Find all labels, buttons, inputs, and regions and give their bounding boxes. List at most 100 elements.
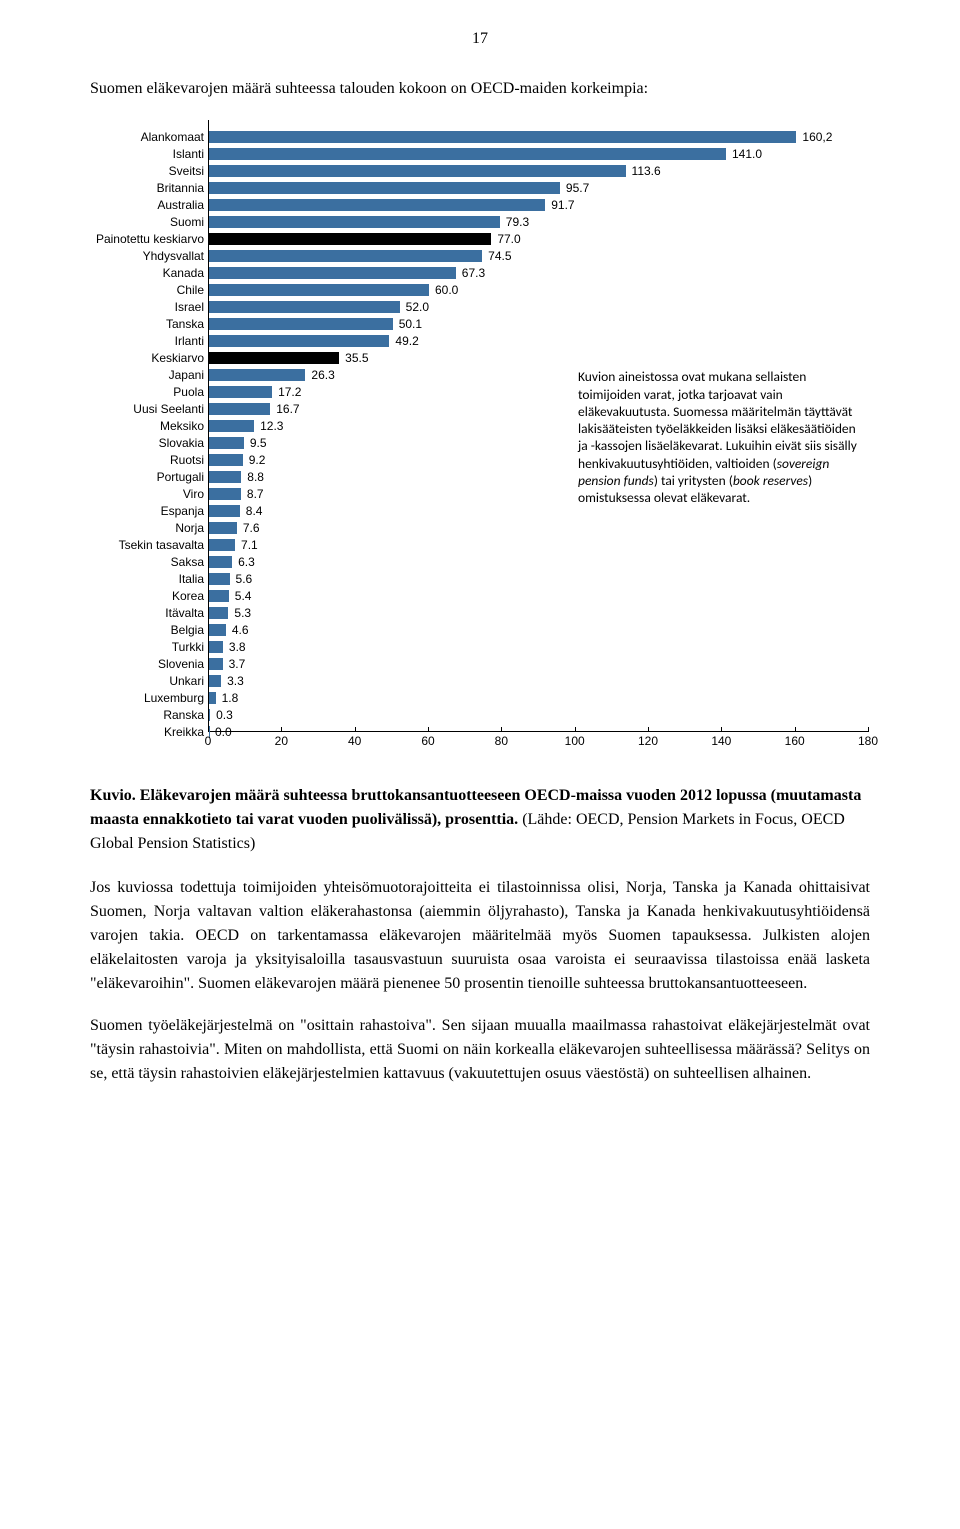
y-axis-label: Chile [177,283,204,297]
chart-bar [209,148,726,160]
bar-value-label: 6.3 [238,555,255,569]
overlay-text-2: ) tai yritysten ( [654,472,733,489]
chart-bar [209,709,210,721]
chart-bar [209,199,545,211]
chart-bar [209,165,626,177]
bar-value-label: 5.6 [236,572,253,586]
y-axis-label: Ranska [163,708,204,722]
chart-bar [209,539,235,551]
chart-container: AlankomaatIslantiSveitsiBritanniaAustral… [90,120,870,760]
figure-caption: Kuvio. Eläkevarojen määrä suhteessa brut… [90,784,870,856]
chart-bar [209,607,228,619]
bar-value-label: 3.8 [229,640,246,654]
overlay-italic-2: book reserves [733,472,808,489]
chart-bar [209,369,305,381]
x-tick-label: 140 [711,734,731,748]
y-axis-label: Yhdysvallat [143,249,204,263]
x-tick-label: 180 [858,734,878,748]
bar-value-label: 7.6 [243,521,260,535]
chart-bar [209,301,400,313]
x-tick-label: 160 [785,734,805,748]
chart-bar [209,454,243,466]
y-axis-label: Kreikka [164,725,204,739]
bar-value-label: 160,2 [802,130,832,144]
x-tick-mark [428,727,429,732]
y-axis-label: Itävalta [165,606,204,620]
y-axis-label: Kanada [163,266,204,280]
y-axis-label: Italia [179,572,204,586]
y-axis-label: Slovakia [159,436,204,450]
chart-bar [209,420,254,432]
x-tick-label: 20 [275,734,288,748]
body-paragraph-1: Jos kuviossa todettuja toimijoiden yhtei… [90,876,870,996]
x-tick-mark [575,727,576,732]
chart-bar [209,352,339,364]
x-axis-ticks: 020406080100120140160180 [208,732,868,756]
chart-footnote-box: Kuvion aineistossa ovat mukana sellaiste… [578,368,868,506]
bar-value-label: 67.3 [462,266,485,280]
x-tick-mark [795,727,796,732]
chart-bar [209,386,272,398]
y-axis-label: Alankomaat [141,130,204,144]
bar-value-label: 12.3 [260,419,283,433]
y-axis-label: Slovenia [158,657,204,671]
bar-value-label: 113.6 [632,164,661,178]
y-axis-label: Viro [183,487,204,501]
y-axis-label: Islanti [173,147,204,161]
y-axis-label: Saksa [171,555,204,569]
bar-value-label: 52.0 [406,300,429,314]
y-axis-label: Espanja [161,504,204,518]
chart-bar [209,505,240,517]
x-tick-mark [501,727,502,732]
bar-value-label: 79.3 [506,215,529,229]
y-axis-label: Israel [175,300,204,314]
bar-value-label: 95.7 [566,181,589,195]
chart-bar [209,233,491,245]
body-paragraph-2: Suomen työeläkejärjestelmä on "osittain … [90,1014,870,1086]
y-axis-label: Keskiarvo [151,351,204,365]
chart-bar [209,658,223,670]
chart-bar [209,522,237,534]
bar-value-label: 1.8 [222,691,239,705]
bar-value-label: 8.7 [247,487,264,501]
bar-value-label: 26.3 [311,368,334,382]
bar-value-label: 141.0 [732,147,762,161]
chart-bar [209,216,500,228]
y-axis-label: Belgia [171,623,204,637]
bar-value-label: 60.0 [435,283,458,297]
page-number: 17 [90,30,870,48]
chart-bar [209,641,223,653]
chart-bar [209,556,232,568]
y-axis-label: Sveitsi [169,164,204,178]
y-axis-label: Norja [175,521,204,535]
x-tick-mark [648,727,649,732]
bar-value-label: 74.5 [488,249,511,263]
y-axis-label: Turkki [172,640,204,654]
chart-bar [209,488,241,500]
bar-value-label: 91.7 [551,198,574,212]
y-axis-label: Tanska [166,317,204,331]
y-axis-label: Portugali [157,470,204,484]
bar-value-label: 8.8 [247,470,264,484]
x-tick-label: 0 [205,734,212,748]
bar-value-label: 3.7 [229,657,246,671]
y-axis-label: Puola [173,385,204,399]
bar-value-label: 35.5 [345,351,368,365]
bar-value-label: 8.4 [246,504,263,518]
x-tick-label: 80 [495,734,508,748]
chart-bar [209,318,393,330]
y-axis-labels: AlankomaatIslantiSveitsiBritanniaAustral… [90,120,208,732]
chart-bar [209,590,229,602]
chart-bar [209,250,482,262]
x-tick-mark [355,727,356,732]
chart-bar [209,692,216,704]
chart-bar [209,131,796,143]
chart-bar [209,471,241,483]
x-tick-label: 120 [638,734,658,748]
y-axis-label: Irlanti [175,334,204,348]
y-axis-label: Painotettu keskiarvo [96,232,204,246]
bar-value-label: 9.5 [250,436,267,450]
y-axis-label: Suomi [170,215,204,229]
chart-bar [209,182,560,194]
bar-value-label: 5.3 [234,606,251,620]
